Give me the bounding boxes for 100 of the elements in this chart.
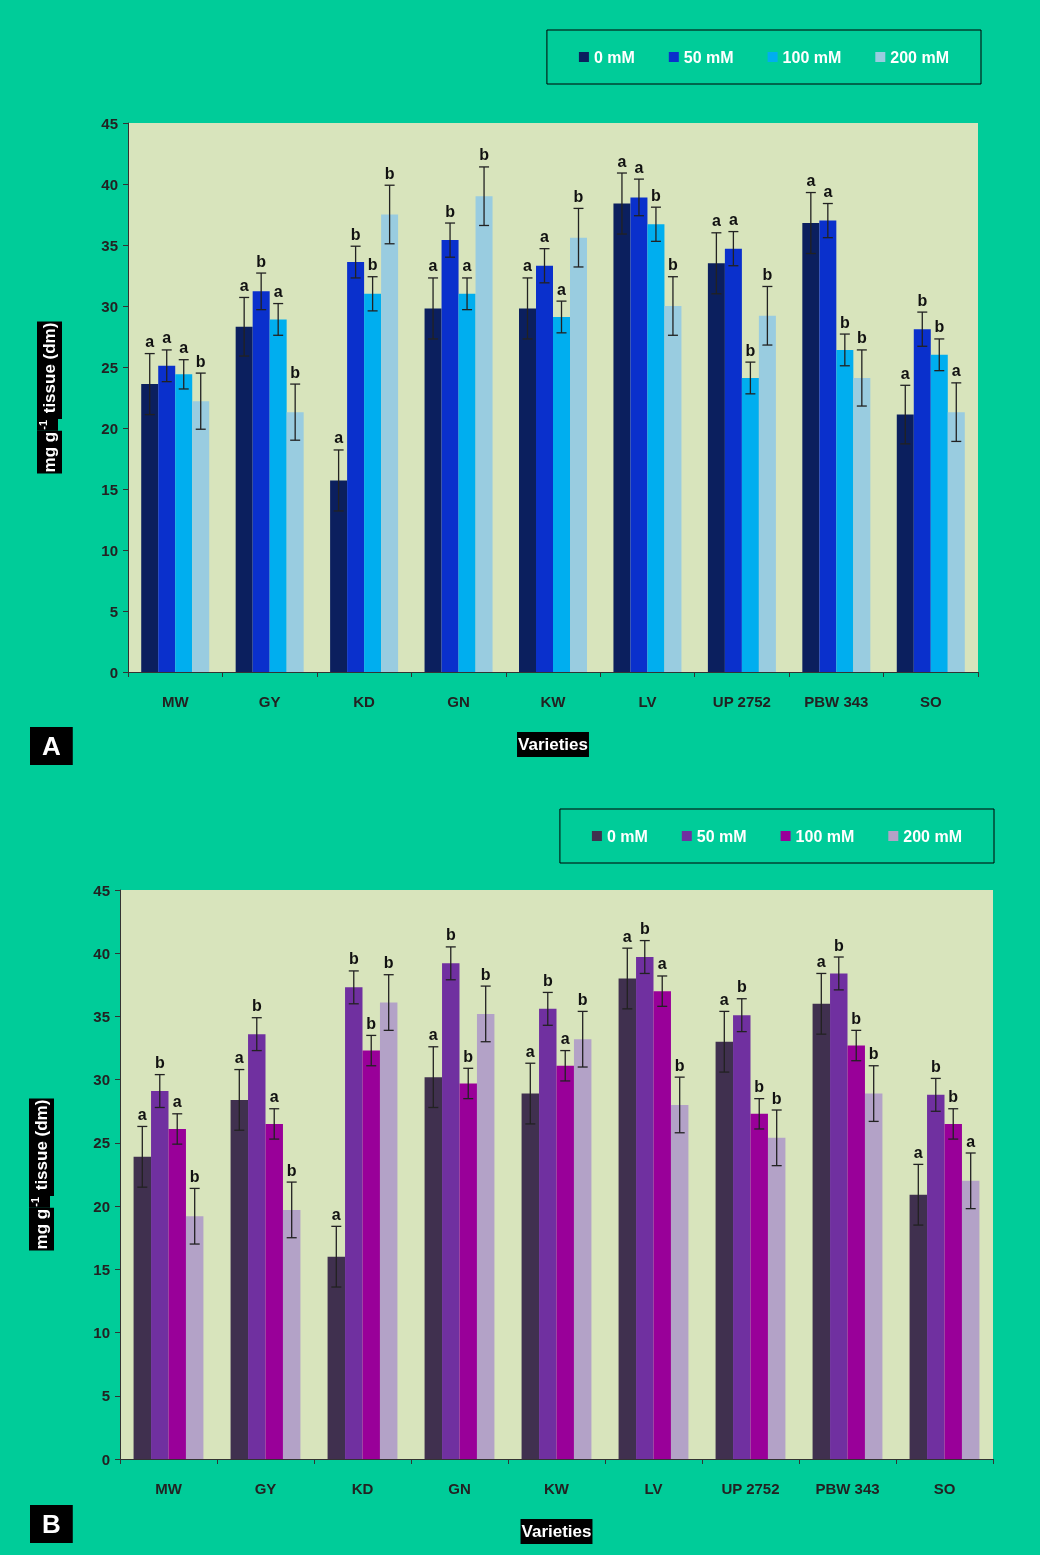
- data-label: a: [806, 172, 816, 190]
- y-tick-label: 20: [101, 419, 118, 437]
- data-label: a: [331, 1205, 341, 1223]
- data-label: a: [711, 212, 721, 230]
- data-label: a: [823, 183, 833, 201]
- data-label: a: [951, 362, 961, 380]
- x-tick-label: GY: [258, 693, 281, 710]
- legend-label: 200 mM: [890, 48, 950, 66]
- data-label: b: [189, 1167, 200, 1185]
- x-tick-label: GY: [254, 1480, 277, 1497]
- y-axis-title: mg g-1 tissue (dm): [28, 1099, 51, 1250]
- data-label: a: [657, 955, 667, 973]
- x-tick-label: SO: [919, 693, 942, 710]
- data-label: b: [154, 1054, 165, 1072]
- data-label: b: [934, 318, 945, 336]
- y-tick-label: 35: [93, 1007, 110, 1025]
- data-label: b: [256, 252, 267, 270]
- data-label: a: [145, 333, 155, 351]
- legend-label: 50 mM: [696, 827, 747, 845]
- data-label: a: [269, 1088, 279, 1106]
- data-label: a: [540, 228, 550, 246]
- data-label: a: [634, 158, 644, 176]
- y-tick-label: 35: [101, 236, 118, 254]
- y-tick-label: 0: [109, 663, 118, 681]
- data-label: b: [651, 186, 662, 204]
- data-label: b: [917, 291, 928, 309]
- x-tick-label: UP 2752: [721, 1480, 780, 1497]
- data-label: a: [273, 283, 283, 301]
- data-label: a: [523, 257, 533, 275]
- legend-label: 200 mM: [903, 827, 963, 845]
- data-label: b: [251, 997, 262, 1015]
- data-label: b: [839, 313, 850, 331]
- data-label: b: [762, 265, 773, 283]
- data-label: a: [557, 280, 567, 298]
- data-label: a: [428, 257, 438, 275]
- data-label: b: [868, 1045, 879, 1063]
- x-tick-label: KW: [540, 693, 567, 710]
- legend-label: 50 mM: [683, 48, 734, 66]
- data-label: b: [930, 1057, 941, 1075]
- data-label: b: [290, 363, 301, 381]
- data-label: b: [195, 352, 206, 370]
- data-label: b: [856, 329, 867, 347]
- data-label: b: [463, 1047, 474, 1065]
- y-tick-label: 0: [101, 1450, 110, 1468]
- x-tick-label: KW: [544, 1480, 570, 1497]
- y-tick-label: 25: [101, 358, 118, 376]
- y-tick-label: 30: [101, 297, 118, 315]
- data-label: b: [833, 936, 844, 954]
- data-label: b: [367, 256, 378, 274]
- data-label: b: [745, 341, 756, 359]
- data-label: b: [384, 164, 395, 182]
- data-label: b: [851, 1009, 862, 1027]
- y-tick-label: 25: [93, 1134, 110, 1152]
- data-label: a: [617, 152, 627, 170]
- data-label: b: [366, 1014, 377, 1032]
- x-tick-label: KD: [353, 693, 376, 710]
- x-tick-label: MW: [161, 693, 190, 710]
- data-label: a: [172, 1093, 182, 1111]
- data-label: b: [542, 971, 553, 989]
- text: B: [42, 1509, 61, 1539]
- data-label: b: [348, 950, 359, 968]
- data-label: b: [350, 225, 361, 243]
- data-label: b: [286, 1161, 297, 1179]
- legend-label: 100 mM: [782, 48, 842, 66]
- data-label: a: [622, 927, 632, 945]
- text: A: [42, 731, 61, 761]
- data-label: b: [445, 926, 456, 944]
- data-label: a: [913, 1143, 923, 1161]
- data-label: b: [383, 954, 394, 972]
- data-label: a: [816, 952, 826, 970]
- y-tick-label: 15: [101, 480, 118, 498]
- y-tick-label: 10: [101, 541, 118, 559]
- y-tick-label: 40: [101, 175, 118, 193]
- data-label: a: [428, 1026, 438, 1044]
- y-tick-label: 40: [93, 944, 110, 962]
- data-label: b: [668, 256, 679, 274]
- data-label: a: [239, 276, 249, 294]
- data-label: a: [719, 990, 729, 1008]
- x-tick-label: KD: [351, 1480, 374, 1497]
- data-label: a: [137, 1105, 147, 1123]
- data-label: b: [754, 1078, 765, 1096]
- data-label: a: [162, 329, 172, 347]
- data-label: b: [577, 990, 588, 1008]
- data-label: b: [445, 202, 456, 220]
- data-label: a: [525, 1042, 535, 1060]
- x-tick-label: LV: [638, 693, 657, 710]
- legend-label: 0 mM: [593, 48, 635, 66]
- data-label: b: [573, 187, 584, 205]
- x-tick-label: PBW 343: [815, 1480, 880, 1497]
- x-tick-label: PBW 343: [804, 693, 869, 710]
- x-tick-label: GN: [448, 1480, 471, 1497]
- x-tick-label: SO: [933, 1480, 956, 1497]
- x-tick-label: GN: [447, 693, 470, 710]
- data-label: a: [728, 211, 738, 229]
- y-tick-label: 5: [109, 602, 118, 620]
- data-label: a: [462, 257, 472, 275]
- data-label: a: [234, 1049, 244, 1067]
- y-axis-title: mg g-1 tissue (dm): [36, 322, 59, 473]
- data-label: a: [560, 1030, 570, 1048]
- x-tick-label: MW: [155, 1480, 183, 1497]
